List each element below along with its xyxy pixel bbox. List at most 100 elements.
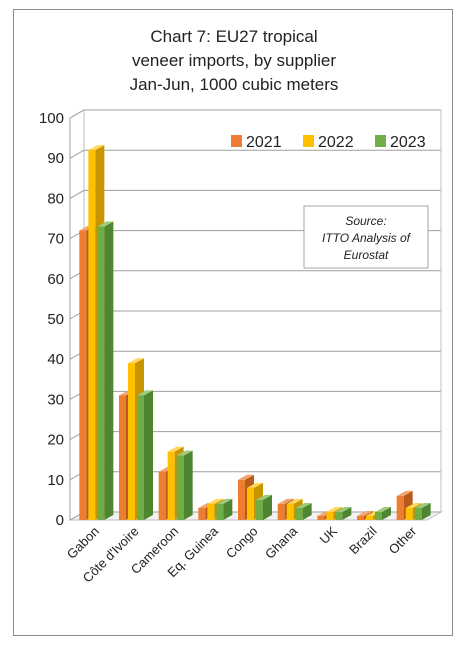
bar-brazil-2023	[375, 506, 391, 520]
bar-front	[286, 503, 294, 520]
bar-top	[375, 506, 391, 512]
bars	[79, 145, 431, 521]
gridline-40	[69, 350, 441, 360]
bar-front	[158, 471, 166, 520]
chart-title-line-1: Chart 7: EU27 tropical	[150, 27, 317, 46]
chart-title-line-2: veneer imports, by supplier	[132, 51, 336, 70]
bar-top	[207, 498, 224, 504]
bar-front	[119, 395, 126, 520]
y-tick-30: 30	[47, 391, 64, 408]
bar-front	[317, 515, 325, 520]
legend: 2021 2022 2023	[231, 134, 426, 151]
bar-front	[396, 495, 404, 520]
bar-side	[302, 502, 312, 520]
bar-top	[137, 390, 153, 396]
bar-side	[183, 450, 193, 520]
bar-front	[137, 395, 144, 520]
source-note-line-2: ITTO Analysis of	[322, 231, 412, 245]
bar-eq-guinea-2023	[216, 498, 233, 520]
bar-top	[216, 498, 233, 504]
legend-swatch-2022	[303, 135, 314, 147]
bar-front	[277, 503, 285, 520]
bar-front	[128, 363, 135, 520]
bar-side	[342, 506, 352, 520]
bar-side	[223, 498, 233, 520]
y-tick-20: 20	[47, 432, 64, 449]
bar-front	[357, 515, 364, 520]
bar-top	[167, 446, 184, 452]
bar-front	[405, 507, 413, 520]
bar-side	[104, 221, 114, 521]
bar-cameroon-2023	[176, 450, 193, 520]
gridline-80	[69, 189, 441, 199]
bar-front	[207, 503, 215, 520]
bar-top	[176, 450, 193, 456]
bar-top	[396, 490, 413, 496]
legend-label-2021: 2021	[246, 134, 282, 151]
x-label-gabon: Gabon	[64, 524, 102, 562]
bar-side	[144, 390, 153, 520]
y-tick-0: 0	[56, 512, 64, 529]
gridline-50	[69, 310, 441, 320]
gridline-100	[69, 109, 441, 119]
x-label-ghana: Ghana	[262, 523, 301, 562]
bar-front	[198, 507, 206, 520]
legend-label-2022: 2022	[318, 134, 354, 151]
x-label-congo: Congo	[223, 524, 261, 562]
bar-front	[167, 451, 175, 520]
bar-top	[357, 510, 373, 516]
bar-top	[414, 502, 431, 508]
bar-front	[256, 499, 263, 520]
y-tick-100: 100	[39, 110, 64, 127]
x-label-uk: UK	[317, 523, 341, 547]
source-note-line-1: Source:	[345, 214, 386, 228]
bar-top	[97, 221, 114, 227]
bar-other-2023	[414, 502, 431, 520]
legend-swatch-2021	[231, 135, 242, 147]
bar-front	[176, 455, 184, 520]
legend-swatch-2023	[375, 135, 386, 147]
y-tick-70: 70	[47, 231, 64, 248]
x-label-other: Other	[386, 523, 420, 557]
bar-top	[335, 506, 352, 512]
bar-front	[238, 479, 245, 520]
bar-chart: Chart 7: EU27 tropical veneer imports, b…	[39, 27, 443, 585]
gridline-90	[69, 149, 441, 159]
bar-front	[97, 226, 105, 521]
bar-top	[256, 494, 272, 500]
bar-top	[128, 358, 144, 364]
gridline-60	[69, 270, 441, 280]
y-tick-40: 40	[47, 351, 64, 368]
bar-ghana-2023	[295, 502, 312, 520]
bar-front	[335, 511, 343, 520]
chart-title-line-3: Jan-Jun, 1000 cubic meters	[130, 75, 339, 94]
y-axis-ticks: 0 10 20 30 40 50 60 70 80 90 100	[39, 110, 64, 529]
bar-top	[277, 498, 294, 504]
chart-frame: Chart 7: EU27 tropical veneer imports, b…	[13, 9, 453, 636]
bar-front	[326, 511, 334, 520]
bar-front	[79, 230, 87, 520]
bar-top	[247, 482, 263, 488]
bar-front	[216, 503, 224, 520]
legend-label-2023: 2023	[390, 134, 426, 151]
bar-top	[238, 474, 254, 480]
bar-uk-2023	[335, 506, 352, 520]
chart-title: Chart 7: EU27 tropical veneer imports, b…	[130, 27, 339, 94]
bar-front	[414, 507, 422, 520]
source-note: Source: ITTO Analysis of Eurostat	[303, 205, 429, 269]
bar-top	[326, 506, 343, 512]
bar-front	[366, 515, 373, 520]
source-note-box	[303, 205, 429, 269]
bar-top	[405, 502, 422, 508]
bar-front	[247, 487, 254, 520]
y-tick-10: 10	[47, 472, 64, 489]
y-tick-90: 90	[47, 150, 64, 167]
bar-top	[88, 145, 105, 151]
bar-front	[375, 511, 382, 520]
source-note-line-3: Eurostat	[344, 248, 389, 262]
bar-side	[263, 494, 272, 520]
bar-front	[88, 150, 96, 520]
bar-top	[295, 502, 312, 508]
y-tick-50: 50	[47, 311, 64, 328]
